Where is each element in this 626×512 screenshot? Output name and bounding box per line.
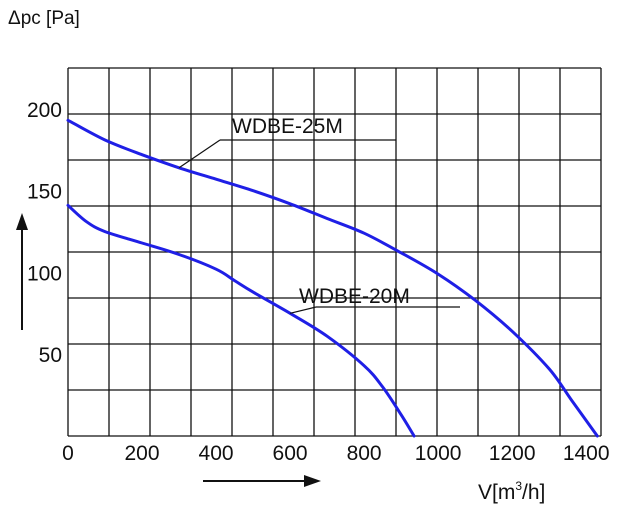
grid [67, 67, 602, 437]
y-tick-label: 50 [39, 344, 62, 367]
series-callout-leader [178, 139, 221, 169]
tick-labels: 0 200 400 600 800 1000 1200 1400 50 100 150 200 [27, 99, 610, 465]
x-tick-label: 1400 [563, 442, 610, 465]
x-tick-label: 400 [199, 442, 234, 465]
x-axis-title-tail: /h] [522, 481, 545, 504]
series-callout-leader [289, 306, 317, 314]
series-line-wdbe-25m [66, 118, 599, 438]
y-tick-label: 200 [27, 99, 62, 122]
curves [66, 118, 599, 438]
x-direction-arrow [203, 475, 321, 487]
x-tick-label: 600 [273, 442, 308, 465]
y-axis-title: Δpc [Pa] [8, 8, 80, 29]
series-line-wdbe-20m [66, 203, 416, 438]
series-label-wdbe-20m: WDBE-20M [299, 285, 410, 308]
y-tick-label: 150 [27, 181, 62, 204]
x-tick-label: 0 [62, 442, 74, 465]
x-axis-title-superscript: 3 [515, 479, 522, 493]
x-axis-title: V[m3/h] [478, 479, 545, 504]
y-tick-label: 100 [27, 262, 62, 285]
x-tick-label: 1000 [415, 442, 462, 465]
series-labels: WDBE-25M WDBE-20M [178, 115, 460, 314]
x-tick-label: 200 [125, 442, 160, 465]
series-label-wdbe-25m: WDBE-25M [232, 115, 343, 138]
y-direction-arrow [16, 213, 28, 330]
x-tick-label: 800 [347, 442, 382, 465]
x-tick-label: 1200 [489, 442, 536, 465]
